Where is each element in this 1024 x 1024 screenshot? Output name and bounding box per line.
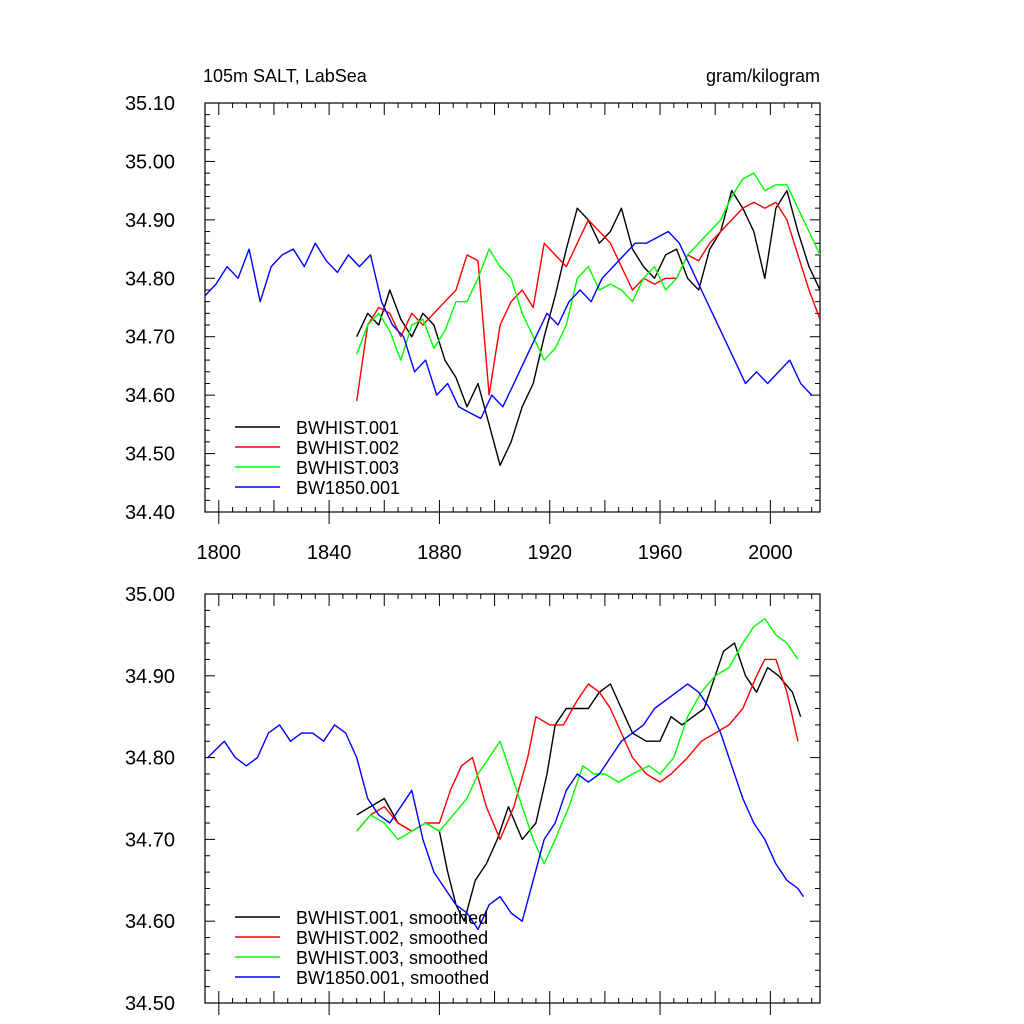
- series-line-bwhist-001-smoothed: [356, 642, 802, 922]
- series-group: [207, 617, 805, 931]
- y-tick-label: 35.10: [125, 93, 175, 115]
- y-tick-label: 34.50: [125, 993, 175, 1015]
- y-tick-label: 34.90: [125, 666, 175, 688]
- x-tick-label: 1840: [307, 542, 352, 564]
- series-line-bwhist-002: [356, 201, 820, 402]
- legend-label: BWHIST.001: [296, 418, 399, 438]
- chart-title: 105m SALT, LabSea: [203, 66, 368, 86]
- series-line-bw1850-001: [205, 230, 813, 420]
- series-group: [205, 172, 820, 466]
- bottom-panel-smoothed: 34.50 34.60 34.70 34.80 34.90 35.00 BWHIST.001…: [125, 584, 821, 1015]
- plot-frame: [204, 593, 821, 1004]
- y-tick-label: 34.70: [125, 327, 175, 349]
- x-tick-label: 1920: [527, 542, 572, 564]
- y-tick-label: 34.40: [125, 502, 175, 524]
- y-tick-label: 35.00: [125, 584, 175, 606]
- y-tick-label: 34.80: [125, 268, 175, 290]
- legend-label: BWHIST.003, smoothed: [296, 948, 488, 968]
- legend-label: BW1850.001: [296, 478, 400, 498]
- legend-label: BW1850.001, smoothed: [296, 968, 489, 988]
- x-tick-label: 1960: [638, 542, 683, 564]
- y-tick-label: 34.60: [125, 385, 175, 407]
- legend-label: BWHIST.001, smoothed: [296, 908, 488, 928]
- series-line-bwhist-003-smoothed: [356, 617, 799, 865]
- x-tick-label: 2000: [748, 542, 793, 564]
- series-line-bw1850-001-smoothed: [207, 683, 805, 931]
- y-tick-label: 34.90: [125, 210, 175, 232]
- x-tick-label: 1800: [197, 542, 242, 564]
- legend-label: BWHIST.002, smoothed: [296, 928, 488, 948]
- y-tick-label: 34.60: [125, 911, 175, 933]
- chart-units: gram/kilogram: [706, 66, 820, 86]
- y-tick-label: 34.50: [125, 444, 175, 466]
- plot-frame: [204, 102, 821, 513]
- y-tick-label: 34.70: [125, 829, 175, 851]
- x-tick-label: 1880: [417, 542, 462, 564]
- top-panel-raw: 34.40 34.50 34.60 34.70 34.80 34.90 35.00 35.10…: [125, 93, 821, 564]
- y-tick-label: 34.80: [125, 748, 175, 770]
- legend-label: BWHIST.003: [296, 458, 399, 478]
- legend-label: BWHIST.002: [296, 438, 399, 458]
- series-line-bwhist-003: [356, 172, 820, 361]
- y-tick-label: 35.00: [125, 151, 175, 173]
- series-line-bwhist-002-smoothed: [356, 658, 799, 841]
